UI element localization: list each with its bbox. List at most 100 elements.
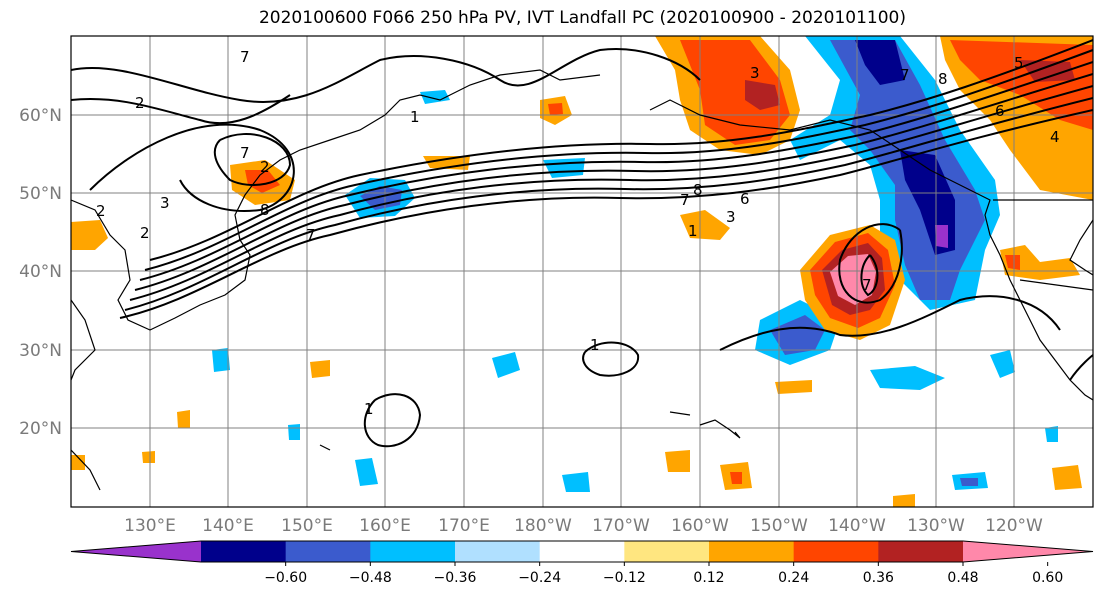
contour-label: 6 [995, 102, 1005, 120]
contour-label: 2 [135, 94, 145, 112]
positive-blob-30n-150e [310, 360, 330, 378]
contour-label: 8 [693, 181, 703, 199]
colorbar-segment [455, 541, 541, 562]
lat-label: 20°N [19, 419, 62, 439]
positive-blob-west [71, 220, 108, 250]
negative-anomaly-trough-peak [935, 225, 948, 248]
lat-label: 60°N [19, 106, 62, 126]
gridlines [71, 36, 1093, 507]
negative-blob-20n-150e [288, 424, 300, 440]
contour-label: 1 [410, 108, 420, 126]
lon-label: 150°W [750, 516, 808, 536]
contour-lines [71, 39, 1093, 448]
colorbar-tick-label: 0.48 [947, 570, 978, 586]
colorbar-tick-label: −0.12 [603, 570, 646, 586]
colorbar-extend-high [963, 541, 1093, 562]
lon-label: 170°W [592, 516, 650, 536]
lon-label: 140°W [828, 516, 886, 536]
positive-blob-15n-135e [142, 451, 155, 463]
contour-label: 1 [688, 222, 698, 240]
colorbar-extend-low [71, 541, 201, 562]
contour-label: 3 [750, 64, 760, 82]
colorbar-outline [70, 540, 1094, 563]
colorbar-segment [285, 541, 371, 562]
positive-blob-15n-140w [665, 450, 690, 472]
negative-blob-30n-175w [492, 352, 520, 378]
lon-label: 130°W [907, 516, 965, 536]
lon-label: 150°E [281, 516, 333, 536]
positive-anomaly-japan-core [245, 170, 280, 193]
contour-label: 3 [160, 194, 170, 212]
contour-label: 2 [260, 158, 270, 176]
lon-label: 180°W [514, 516, 572, 536]
positive-anomaly-gulf-alaska-max [745, 80, 780, 110]
negative-anomaly-160e-core [360, 186, 402, 210]
contour-label: 7 [240, 144, 250, 162]
colorbar-segment [370, 541, 456, 562]
contour-label: 7 [306, 226, 316, 244]
contour-label: 1 [364, 400, 374, 418]
lat-label: 50°N [19, 184, 62, 204]
colorbar: −0.60 −0.48 −0.36 −0.24 −0.12 0.12 0.24 0.36 0.4… [70, 540, 1094, 586]
contour-label: 7 [240, 48, 250, 66]
negative-blob-15n-155e [355, 458, 378, 486]
contour-label: 2 [140, 224, 150, 242]
map-title: 2020100600 F066 250 hPa PV, IVT Landfall… [258, 8, 906, 28]
colorbar-tick-label: −0.48 [349, 570, 392, 586]
lat-label: 40°N [19, 262, 62, 282]
lon-label: 160°W [671, 516, 729, 536]
positive-anomaly-ne-max [1020, 60, 1075, 82]
colorbar-tick-label: 0.36 [863, 570, 894, 586]
contour-label: 3 [726, 208, 736, 226]
longitude-labels: 130°E 140°E 150°E 160°E 170°E 180°W 170°… [124, 516, 1043, 536]
colorbar-segment [878, 541, 964, 562]
negative-anomaly-southwest-core [770, 315, 825, 355]
colorbar-segment [709, 541, 795, 562]
contour-label: 2 [96, 202, 106, 220]
coastlines [71, 69, 1093, 491]
positive-blob-15n-145w-core [730, 472, 742, 484]
lat-label: 30°N [19, 341, 62, 361]
negative-blob-20n-120w [1045, 426, 1058, 442]
positive-blob-jet [680, 210, 730, 240]
colorbar-segment [624, 541, 710, 562]
map-content: 7 2 2 7 2 3 8 7 2 1 7 8 6 3 1 7 1 1 3 8 … [71, 36, 1093, 507]
negative-blob-30n-west [212, 348, 230, 372]
contour-label: 4 [1050, 128, 1060, 146]
positive-blob-nw-us-core [1005, 255, 1020, 270]
contour-label: 7 [680, 191, 690, 209]
contour-label: 8 [260, 201, 270, 219]
colorbar-tick-label: −0.24 [518, 570, 561, 586]
positive-anomaly-gulf-alaska-core [680, 40, 790, 145]
contour-label-group: 7 2 2 7 2 3 8 7 2 1 7 8 6 3 1 7 1 1 3 8 … [96, 48, 1060, 418]
lon-label: 120°W [985, 516, 1043, 536]
positive-blob-20n-145e [177, 410, 190, 428]
contour-label: 8 [938, 70, 948, 88]
negative-blob-15n-130w-core [960, 478, 978, 486]
contour-label: 7 [862, 276, 872, 294]
positive-blob-25n-150w [775, 380, 812, 394]
map-frame [70, 35, 1094, 508]
negative-blob-25n-135w [870, 366, 945, 390]
lon-label: 130°E [124, 516, 176, 536]
colorbar-segment [793, 541, 879, 562]
positive-blob-15n-120w [1052, 465, 1082, 490]
colorbar-segment [201, 541, 287, 562]
contour-label: 1 [590, 336, 600, 354]
negative-anomaly-trough-core [855, 40, 905, 85]
negative-blob-15n-165w [562, 472, 590, 492]
contour-label: 5 [1014, 54, 1024, 72]
negative-blob-aleutian [420, 90, 450, 104]
colorbar-tick-label: 0.24 [778, 570, 809, 586]
contour-label: 7 [900, 66, 910, 84]
lon-label: 170°E [438, 516, 490, 536]
colorbar-segment [539, 541, 625, 562]
colorbar-tick-label: 0.12 [693, 570, 724, 586]
lon-label: 140°E [202, 516, 254, 536]
latitude-labels: 60°N 50°N 40°N 30°N 20°N [19, 106, 62, 439]
negative-blob-baja [990, 350, 1015, 378]
contour-label: 6 [740, 190, 750, 208]
colorbar-tick-label: 0.60 [1032, 570, 1063, 586]
positive-blob-bering-core [548, 103, 563, 115]
